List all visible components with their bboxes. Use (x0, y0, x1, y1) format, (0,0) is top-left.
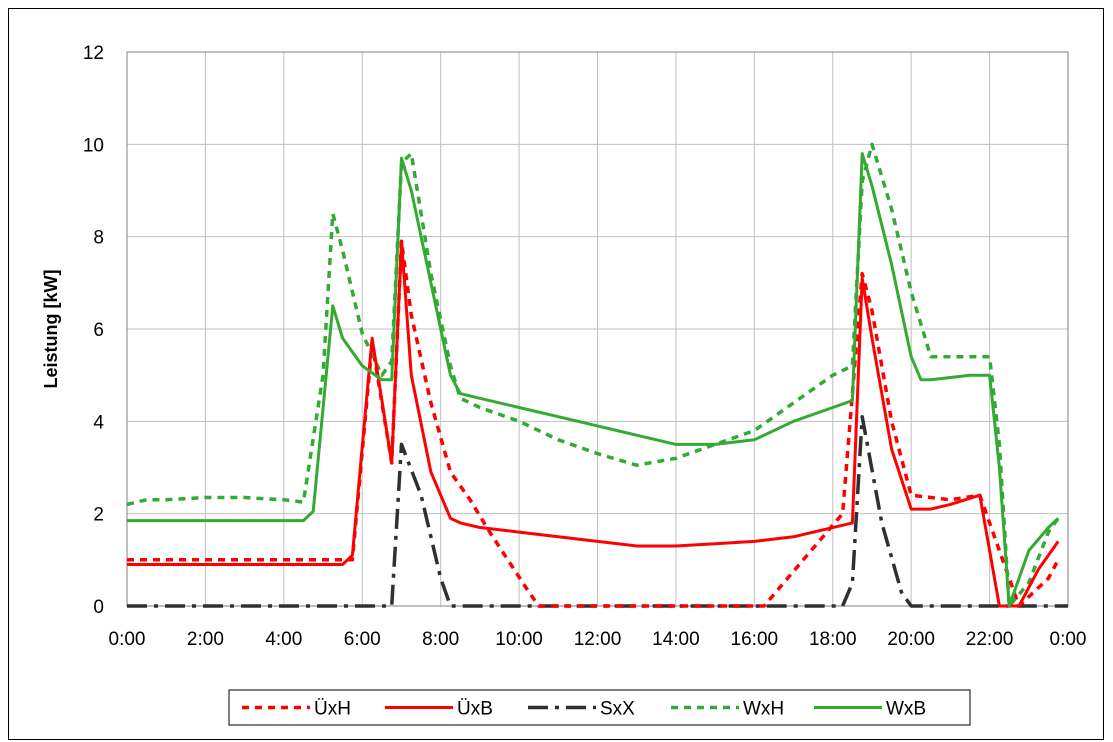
y-tick-label: 6 (93, 320, 104, 341)
legend-label: SxX (600, 699, 635, 720)
x-tick-label: 8:00 (422, 629, 459, 650)
x-tick-label: 14:00 (652, 629, 700, 650)
series-line (127, 152, 1060, 608)
x-tick-label: 12:00 (574, 629, 622, 650)
x-tick-label: 22:00 (966, 629, 1014, 650)
x-tick-label: 16:00 (731, 629, 779, 650)
legend-label: WxH (743, 699, 784, 720)
plot-area (126, 51, 1069, 607)
y-tick-label: 0 (93, 597, 104, 618)
legend-label: ÜxH (314, 699, 351, 720)
y-tick-label: 12 (83, 43, 104, 64)
y-tick-label: 2 (93, 505, 104, 526)
legend-label: ÜxB (457, 699, 493, 720)
y-tick-label: 4 (93, 412, 104, 433)
y-tick-label: 8 (93, 228, 104, 249)
y-axis-title: Leistung [kW] (41, 270, 61, 389)
x-tick-label: 2:00 (187, 629, 224, 650)
x-tick-label: 4:00 (265, 629, 302, 650)
series-line (127, 414, 1068, 608)
x-tick-label: 20:00 (887, 629, 935, 650)
x-tick-label: 0:00 (109, 629, 146, 650)
series-line (127, 239, 1060, 608)
series-group (126, 142, 1068, 608)
legend: ÜxH ÜxB SxX WxH WxB (228, 689, 971, 726)
grid (126, 51, 1069, 607)
x-tick-label: 18:00 (809, 629, 857, 650)
x-tick-label: 10:00 (495, 629, 543, 650)
axes: 0:00 2:00 4:00 6:00 8:00 10:00 12:00 14:00 16:00… (83, 43, 1087, 650)
y-tick-label: 10 (83, 135, 104, 156)
x-tick-label: 0:00 (1050, 629, 1087, 650)
x-tick-label: 6:00 (344, 629, 381, 650)
chart-frame (8, 8, 1104, 740)
series-line (127, 239, 1060, 608)
legend-label: WxB (886, 699, 926, 720)
